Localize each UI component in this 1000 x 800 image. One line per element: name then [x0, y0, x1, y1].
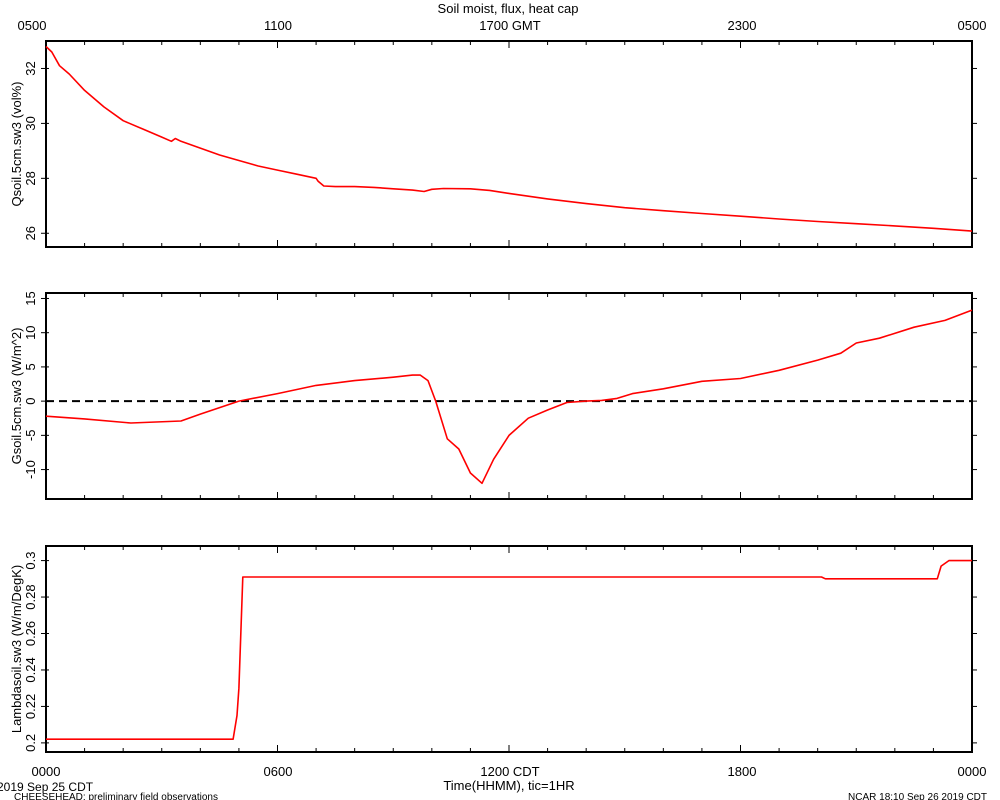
top-tick-label: 1100	[264, 18, 292, 33]
series-line	[45, 309, 973, 485]
y-tick-label: 0.3	[23, 552, 38, 570]
y-axis-title: Gsoil.5cm.sw3 (W/m^2)	[9, 328, 24, 465]
footer: 2019 Sep 25 CDT CHEESEHEAD: preliminary …	[0, 780, 987, 800]
top-tick-label: 0500	[958, 18, 987, 33]
top-tick-label: 2300	[728, 18, 757, 33]
y-tick-label: 0.28	[23, 584, 38, 609]
y-tick-label: 15	[23, 291, 38, 305]
y-tick-label: -5	[23, 430, 38, 442]
y-tick-label: 0.22	[23, 694, 38, 719]
y-tick-label: 0.26	[23, 621, 38, 646]
bottom-tick-label: 0000	[32, 764, 61, 779]
bottom-tick-label: 1200 CDT	[480, 764, 539, 779]
y-tick-label: 30	[23, 116, 38, 130]
chart-title: Soil moist, flux, heat cap	[438, 1, 579, 16]
footer-project: CHEESEHEAD: preliminary field observatio…	[14, 792, 218, 800]
y-axis-title: Lambdasoil.sw3 (W/m/DegK)	[9, 565, 24, 733]
y-tick-label: 26	[23, 226, 38, 240]
x-axis-title: Time(HHMM), tic=1HR	[443, 778, 574, 793]
bottom-tick-label: 0000	[958, 764, 987, 779]
series-line	[46, 559, 972, 741]
y-tick-label: -10	[23, 460, 38, 479]
plot-frame	[45, 292, 973, 500]
top-tick-label: 1700 GMT	[479, 18, 540, 33]
y-tick-label: 32	[23, 61, 38, 75]
y-tick-label: 0.2	[23, 734, 38, 752]
y-tick-label: 5	[23, 363, 38, 370]
top-tick-label: 0500	[18, 18, 47, 33]
footer-credit: NCAR 18:10 Sep 26 2019 CDT	[848, 792, 987, 800]
y-axis-title: Qsoil.5cm.sw3 (vol%)	[9, 82, 24, 207]
y-tick-label: 0.24	[23, 657, 38, 682]
bottom-tick-label: 1800	[728, 764, 757, 779]
y-tick-label: 0	[23, 398, 38, 405]
footer-date: 2019 Sep 25 CDT	[0, 780, 94, 794]
y-tick-label: 28	[23, 171, 38, 185]
panel-2: -10 -5 0 5 10 15 Gsoil.5cm.sw3 (W/m^2)	[9, 291, 977, 500]
bottom-axis-labels: 0000 0600 1200 CDT 1800 0000 Time(HHMM),…	[32, 764, 987, 793]
panels: 26 28 30 32 Qsoil.5cm.sw3 (vol%) -10 -5 0 5 10 15 G…	[9, 40, 977, 753]
panel-1: 26 28 30 32 Qsoil.5cm.sw3 (vol%)	[9, 40, 977, 248]
top-axis-labels: 0500 1100 1700 GMT 2300 0500	[18, 18, 987, 33]
plot-frame	[45, 40, 973, 248]
y-tick-label: 10	[23, 325, 38, 339]
bottom-tick-label: 0600	[264, 764, 293, 779]
series-line	[45, 45, 973, 232]
